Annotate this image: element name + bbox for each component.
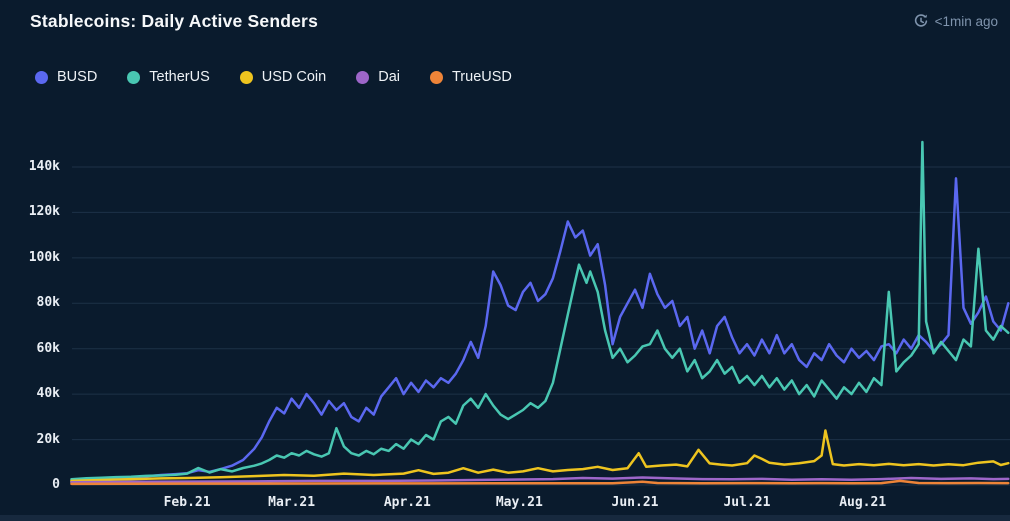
y-axis-label: 120k [28,204,60,220]
y-axis-label: 20k [36,431,60,447]
legend-item-dai[interactable]: Dai [356,69,400,85]
series-line-usd-coin[interactable] [70,429,1010,483]
legend-item-usd-coin[interactable]: USD Coin [239,69,327,85]
legend-label: TetherUS [149,69,210,85]
y-axis-label: 0 [52,477,60,492]
series-line-dai[interactable] [70,476,1010,484]
legend-dot [127,70,141,84]
series-line-busd[interactable] [70,177,1010,483]
series-line-trueusd[interactable] [70,479,1010,486]
y-axis-label: 140k [28,159,60,174]
legend-label: USD Coin [261,69,327,85]
y-axis-label: 60k [36,340,60,356]
legend-item-busd[interactable]: BUSD [35,69,97,85]
y-axis-label: 100k [28,249,60,265]
clock-refresh-icon[interactable] [913,13,929,29]
y-axis-label: 40k [36,386,60,402]
x-axis-label: Mar.21 [268,495,316,510]
legend-dot [429,70,443,84]
page-title: Stablecoins: Daily Active Senders [30,11,319,31]
last-updated-info: <1min ago [913,13,998,29]
last-updated-text: <1min ago [934,13,998,29]
legend-dot [356,70,370,84]
legend-item-tetherus[interactable]: TetherUS [127,69,210,85]
legend-label: Dai [378,69,400,85]
legend-dot [35,70,48,84]
bottom-edge-strip [0,515,1010,521]
x-axis-label: Jun.21 [611,495,659,510]
x-axis-label: Feb.21 [163,495,211,510]
series-line-tetherus[interactable] [70,140,1010,481]
legend-item-trueusd[interactable]: TrueUSD [429,69,512,85]
x-axis-label: Jul.21 [723,495,771,510]
legend-dot [239,70,253,84]
x-axis-label: May.21 [495,495,543,510]
legend-label: BUSD [57,69,98,85]
x-axis-label: Apr.21 [383,495,431,510]
y-axis-label: 80k [36,295,60,311]
chart-legend: BUSD TetherUS USD Coin Dai TrueUSD [35,69,512,85]
legend-label: TrueUSD [451,69,512,85]
x-axis-label: Aug.21 [839,495,887,510]
